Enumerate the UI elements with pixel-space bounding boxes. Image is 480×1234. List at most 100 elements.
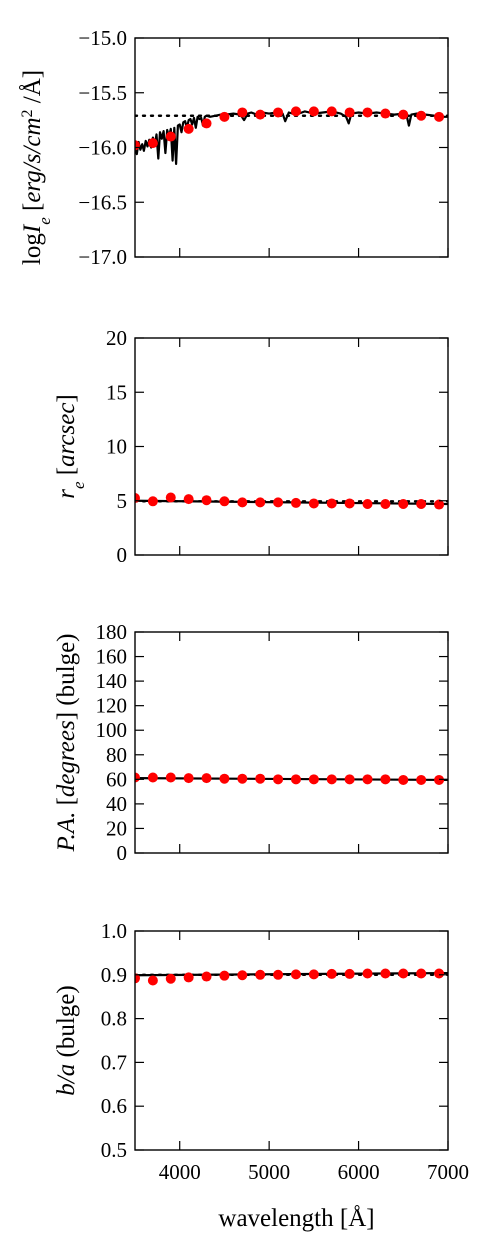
y-tick-label: 0.8 xyxy=(101,1007,127,1031)
y-tick-label: 0.5 xyxy=(101,1138,127,1162)
data-point xyxy=(255,969,266,980)
data-point xyxy=(326,106,337,117)
data-point xyxy=(326,774,337,785)
y-tick-label: 180 xyxy=(96,620,128,644)
data-point xyxy=(183,123,194,134)
y-tick-label: −15.0 xyxy=(78,26,127,50)
data-point xyxy=(165,492,176,503)
y-tick-label: 5 xyxy=(117,489,128,513)
y-tick-label: −15.5 xyxy=(78,81,127,105)
data-point xyxy=(308,969,319,980)
axes-frame xyxy=(134,930,449,1151)
data-point xyxy=(273,497,284,508)
y-tick-label: 140 xyxy=(96,669,128,693)
data-point xyxy=(201,118,212,129)
x-tick-label: 5000 xyxy=(248,1160,290,1184)
data-point xyxy=(165,973,176,984)
data-point xyxy=(416,499,427,510)
data-point xyxy=(183,494,194,505)
y-tick-label: 20 xyxy=(106,816,127,840)
chart-panel-4: 0.5 0.6 0.7 0.8 0.9 1.0 4000 5000 6000 7000 wavele… xyxy=(53,919,469,1232)
y-tick-label: 0.9 xyxy=(101,963,127,987)
data-point xyxy=(147,772,158,783)
y-tick-label: −17.0 xyxy=(78,245,127,269)
data-point xyxy=(147,975,158,986)
plot-area xyxy=(135,106,448,165)
x-tick-label: 7000 xyxy=(427,1160,469,1184)
y-tick-label: 80 xyxy=(106,743,127,767)
data-point xyxy=(416,774,427,785)
data-point xyxy=(344,968,355,979)
x-tick-label: 4000 xyxy=(159,1160,201,1184)
data-point xyxy=(273,107,284,118)
data-point xyxy=(290,106,301,117)
data-point xyxy=(273,774,284,785)
axes-frame xyxy=(134,337,449,556)
plot-area xyxy=(135,492,448,510)
data-point xyxy=(290,774,301,785)
data-point xyxy=(380,499,391,510)
data-point xyxy=(416,110,427,121)
spectrum-line xyxy=(135,110,448,165)
axes-frame xyxy=(134,37,449,258)
data-point xyxy=(183,972,194,983)
y-axis-label: b/a (bulge) xyxy=(53,985,80,1095)
data-point xyxy=(165,772,176,783)
y-tick-label: 160 xyxy=(96,645,128,669)
data-point xyxy=(362,499,373,510)
data-point xyxy=(237,497,248,508)
data-point xyxy=(147,138,158,149)
y-tick-label: 20 xyxy=(106,326,127,350)
y-tick-label: 0 xyxy=(117,543,128,567)
data-point xyxy=(362,968,373,979)
plot-area xyxy=(135,968,448,986)
data-point xyxy=(165,131,176,142)
data-point xyxy=(434,499,445,510)
y-axis-label: re [arcsec] xyxy=(53,394,88,499)
y-tick-label: −16.0 xyxy=(78,136,127,160)
y-tick-label: 120 xyxy=(96,694,128,718)
data-point xyxy=(183,773,194,784)
data-point xyxy=(290,497,301,508)
data-point xyxy=(308,774,319,785)
data-point xyxy=(147,496,158,507)
data-point xyxy=(135,772,140,783)
data-point xyxy=(273,969,284,980)
data-point xyxy=(416,968,427,979)
data-point xyxy=(398,968,409,979)
y-tick-label: 1.0 xyxy=(101,919,127,943)
y-tick-label: 0.6 xyxy=(101,1094,127,1118)
data-point xyxy=(344,774,355,785)
data-point xyxy=(362,774,373,785)
data-point xyxy=(326,498,337,509)
data-point xyxy=(255,497,266,508)
data-point xyxy=(398,774,409,785)
data-point xyxy=(326,968,337,979)
data-point xyxy=(219,111,230,122)
y-tick-label: 100 xyxy=(96,718,128,742)
y-axis-label: logIe [erg/s/cm2 /Å] xyxy=(19,70,54,265)
data-point xyxy=(398,499,409,510)
data-point xyxy=(290,969,301,980)
data-point xyxy=(434,774,445,785)
data-point xyxy=(219,496,230,507)
data-point xyxy=(219,970,230,981)
data-point xyxy=(201,773,212,784)
data-point xyxy=(135,973,140,984)
y-tick-label: 60 xyxy=(106,767,127,791)
data-point xyxy=(255,773,266,784)
data-point xyxy=(308,498,319,509)
chart-panel-1: −17.0 −16.5 −16.0 −15.5 −15.0 logIe [erg/s/cm… xyxy=(19,26,449,269)
data-point xyxy=(380,968,391,979)
y-tick-label: −16.5 xyxy=(78,190,127,214)
data-point xyxy=(434,968,445,979)
chart-panel-2: 0 5 10 15 20 re [arcsec] xyxy=(53,326,449,567)
data-point xyxy=(362,107,373,118)
axes-frame xyxy=(134,631,449,854)
y-tick-label: 40 xyxy=(106,792,127,816)
data-point xyxy=(201,971,212,982)
y-tick-label: 0.7 xyxy=(101,1050,127,1074)
data-point xyxy=(237,773,248,784)
